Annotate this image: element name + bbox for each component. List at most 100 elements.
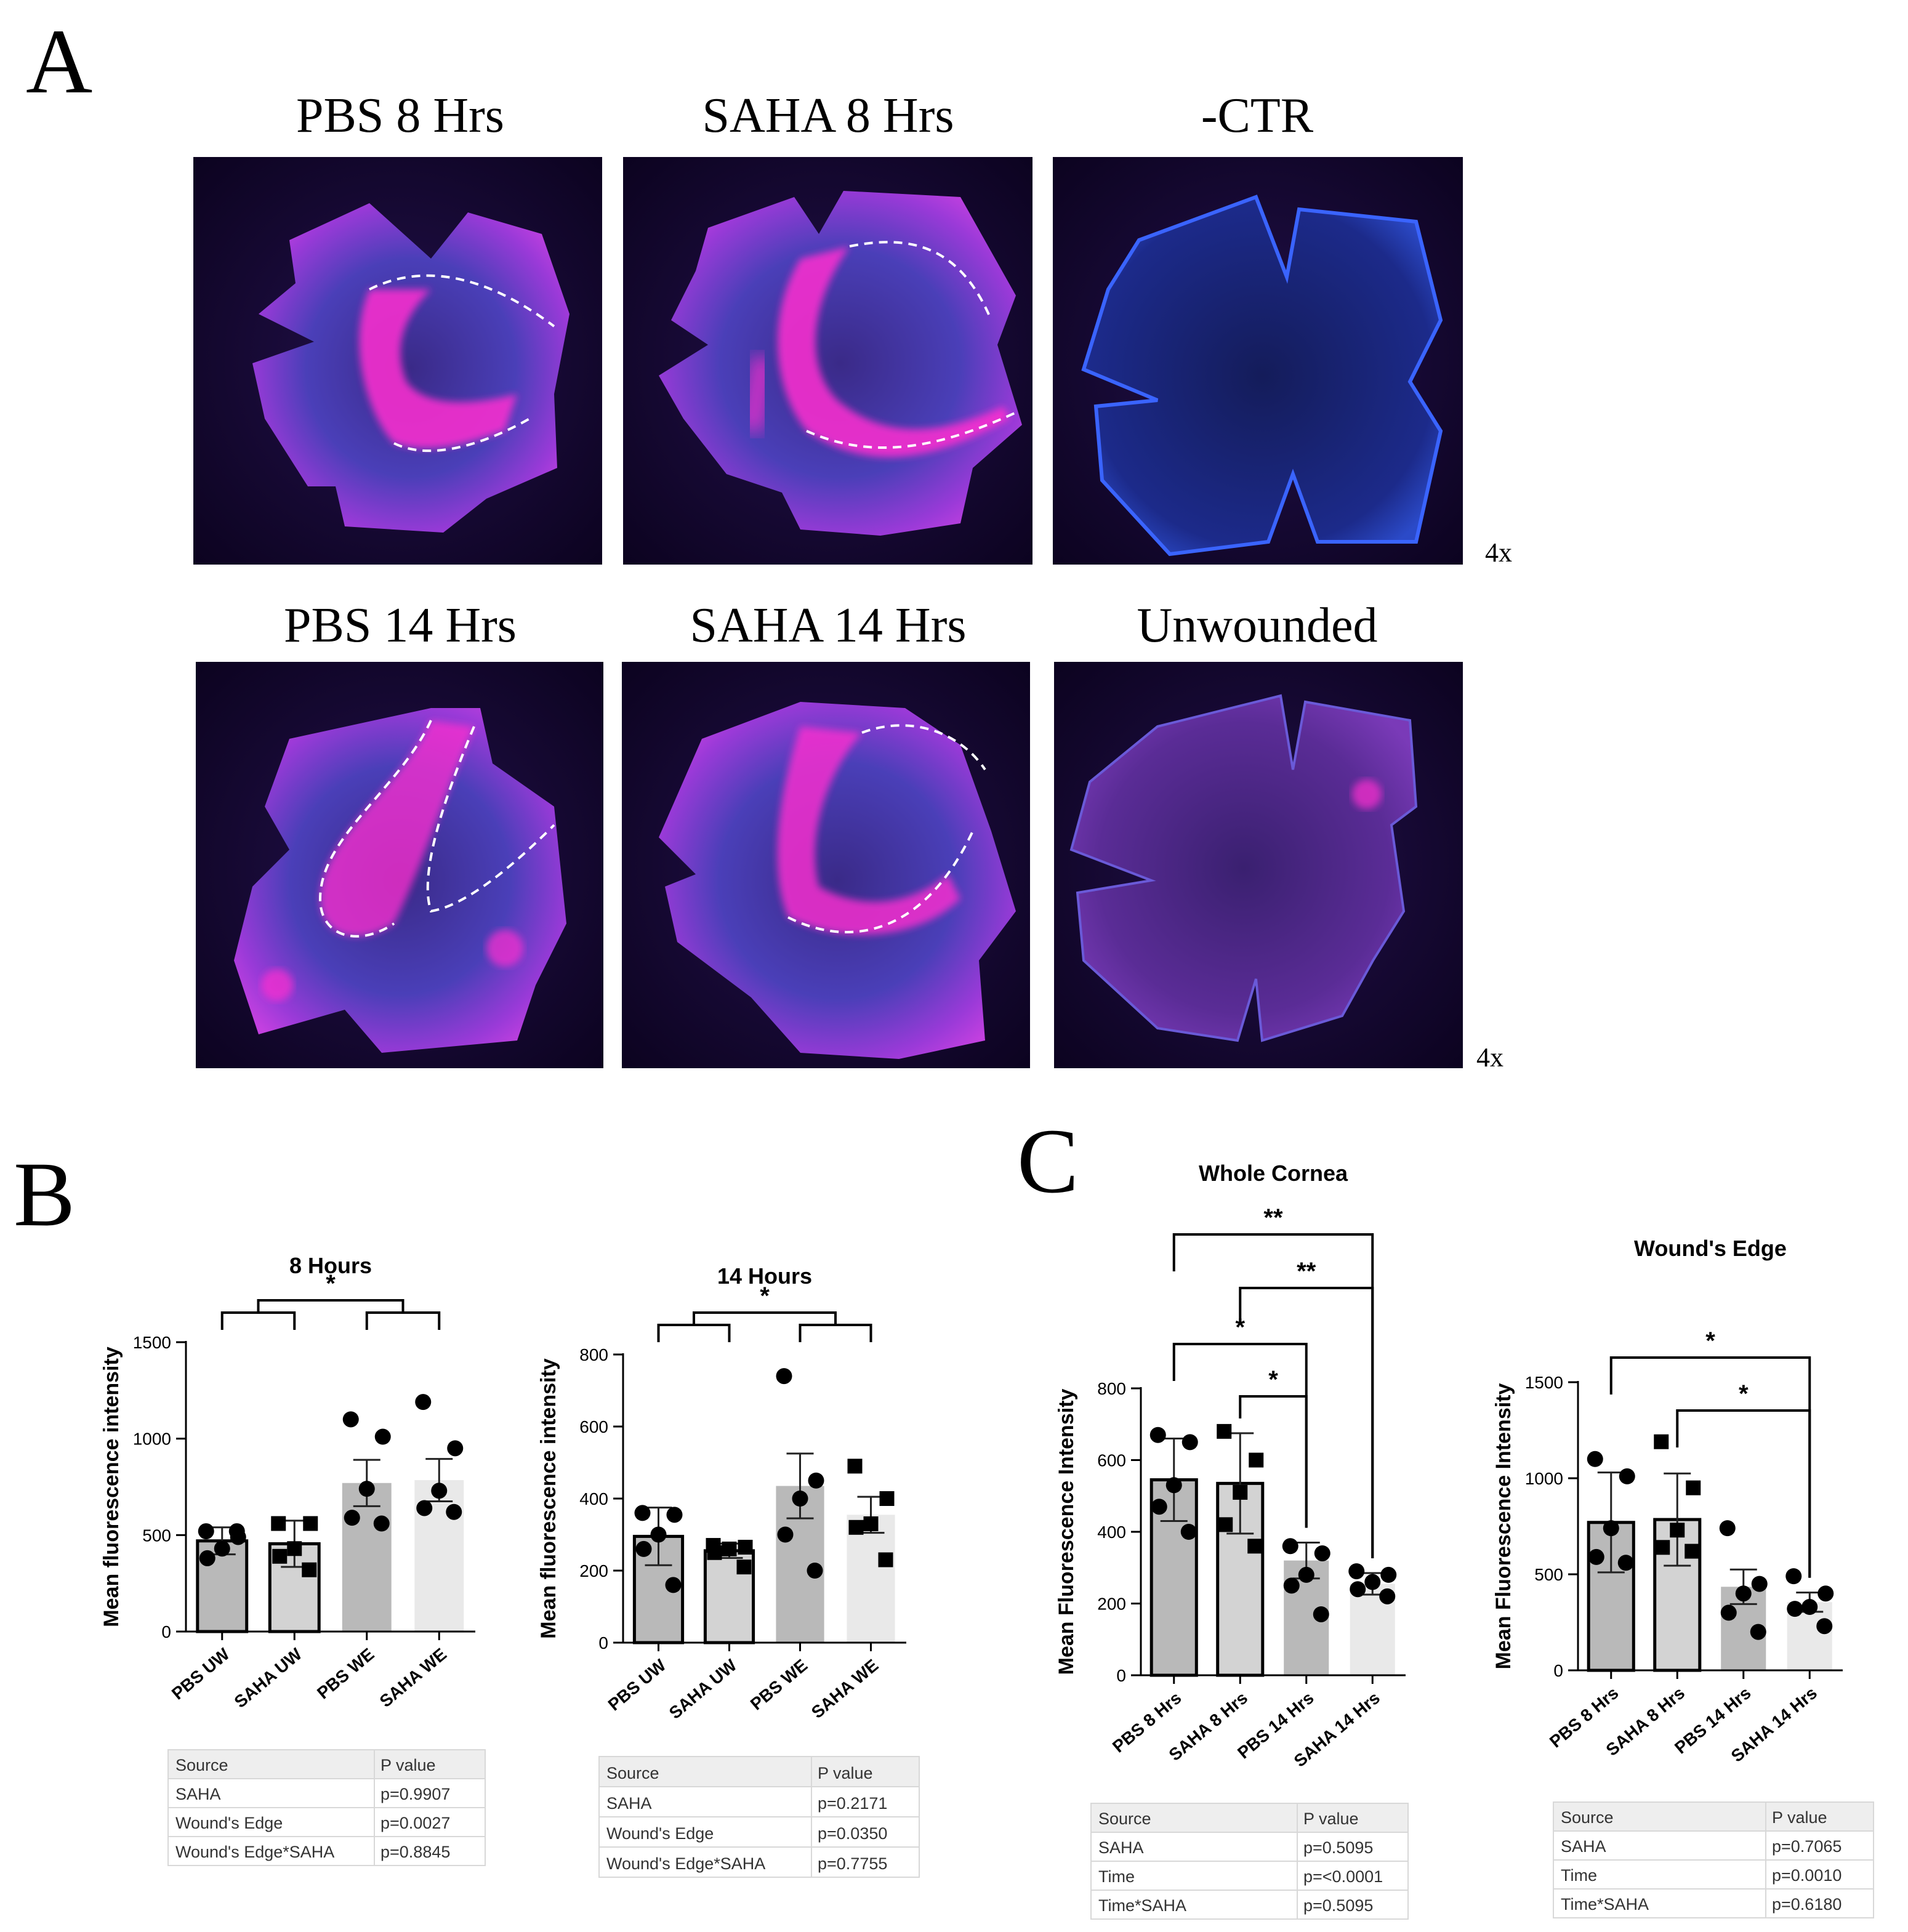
table-row: [598, 1816, 920, 1848]
table-cell-pvalue: p=0.6180: [1772, 1895, 1842, 1914]
data-point: [199, 1550, 215, 1566]
data-point: [1364, 1574, 1381, 1590]
significance-bracket: **: [1239, 1258, 1374, 1558]
table-row: [1090, 1890, 1409, 1920]
table-row: [1090, 1861, 1409, 1891]
table-row: [167, 1778, 486, 1808]
data-point: [707, 1545, 722, 1560]
data-point: [1719, 1520, 1736, 1537]
micrograph-title: PBS 8 Hrs: [296, 89, 504, 143]
table-cell-source: Wound's Edge*SAHA: [606, 1854, 765, 1873]
stats-table: Source P value SAHA p=0.2171 Wound's Edge p=0…: [598, 1756, 920, 1878]
table-cell-source: SAHA: [1561, 1837, 1606, 1856]
y-tick-label: 0: [1116, 1666, 1126, 1685]
data-point: [1816, 1618, 1833, 1635]
y-axis-label: Mean fluorescence intensity: [537, 1358, 560, 1638]
chart-title: 8 Hours: [289, 1253, 372, 1278]
y-tick-label: 400: [1097, 1523, 1126, 1542]
data-point: [808, 1472, 824, 1489]
significance-star: *: [760, 1282, 770, 1310]
data-point: [1686, 1480, 1701, 1495]
data-point: [847, 1459, 863, 1474]
data-point: [303, 1516, 318, 1531]
table-cell-pvalue: p=0.2171: [818, 1794, 887, 1813]
data-point: [271, 1516, 286, 1531]
significance-star: *: [1739, 1380, 1749, 1407]
data-point: [777, 1526, 794, 1543]
data-point: [1151, 1499, 1167, 1515]
chart-title: Wound's Edge: [1634, 1236, 1787, 1261]
micrograph-saha-14h: SAHA 14 Hrs: [622, 598, 1030, 1068]
data-point: [1655, 1540, 1670, 1555]
table-cell-pvalue: p=0.5095: [1303, 1838, 1373, 1857]
x-tick-label: PBS WE: [313, 1644, 378, 1703]
data-point: [1654, 1434, 1669, 1449]
x-tick-label: SAHA UW: [666, 1655, 741, 1722]
table-header-row: [167, 1749, 486, 1779]
micrograph-title: PBS 14 Hrs: [284, 598, 517, 653]
y-tick-label: 0: [1553, 1661, 1563, 1680]
cornea-tissue: [659, 191, 1022, 536]
data-point: [1149, 1427, 1166, 1443]
significance-bracket: *: [1676, 1380, 1811, 1578]
y-tick-label: 1000: [133, 1430, 171, 1449]
significance-star: *: [1268, 1366, 1278, 1393]
data-point: [1350, 1581, 1366, 1598]
micrograph-title: SAHA 8 Hrs: [702, 89, 954, 143]
data-point: [879, 1491, 895, 1506]
micrograph-unwounded: Unwounded: [1054, 598, 1463, 1068]
chart-wounds-edge: Wound's Edge Mean Fluorescence Intensity 0…: [1492, 1236, 1874, 1918]
table-cell-pvalue: P value: [1303, 1809, 1359, 1828]
table-cell-source: Source: [175, 1756, 228, 1774]
y-tick-label: 800: [579, 1345, 608, 1364]
y-tick-label: 400: [579, 1489, 608, 1508]
data-point: [1282, 1538, 1298, 1555]
table-row: [598, 1786, 920, 1817]
stats-table: Source P value SAHA p=0.5095 Time p=<0.0001 Ti…: [1090, 1803, 1409, 1920]
y-tick-label: 1000: [1525, 1469, 1563, 1488]
data-point: [1283, 1577, 1300, 1594]
table-cell-source: SAHA: [1098, 1838, 1144, 1857]
data-point: [634, 1505, 651, 1521]
data-point: [344, 1510, 360, 1526]
data-point: [1670, 1523, 1685, 1538]
y-tick-label: 200: [579, 1561, 608, 1580]
data-point: [863, 1516, 879, 1531]
data-point: [1619, 1468, 1635, 1484]
stats-table: Source P value SAHA p=0.9907 Wound's Edge p=0…: [167, 1749, 486, 1866]
stats-table: Source P value SAHA p=0.7065 Time p=0.0010 Tim…: [1553, 1801, 1874, 1918]
data-point: [635, 1540, 652, 1557]
data-point: [1603, 1520, 1619, 1537]
data-point: [415, 1394, 432, 1411]
cornea-tissue: [1081, 195, 1443, 557]
y-tick-label: 600: [1097, 1451, 1126, 1470]
data-point: [848, 1519, 864, 1535]
data-point: [1785, 1568, 1802, 1585]
micrograph-title: Unwounded: [1137, 598, 1377, 653]
data-point: [1233, 1484, 1248, 1500]
significance-star: **: [1297, 1258, 1316, 1285]
data-point: [1348, 1563, 1365, 1580]
data-point: [431, 1483, 448, 1499]
significance-bracket: *: [1239, 1366, 1308, 1528]
data-point: [1249, 1452, 1264, 1468]
data-point: [878, 1552, 893, 1568]
data-point: [1735, 1585, 1752, 1602]
y-axis-label: Mean Fluorescence Intensity: [1492, 1383, 1515, 1670]
data-point: [1313, 1606, 1329, 1622]
y-tick-label: 200: [1097, 1595, 1126, 1614]
x-tick-label: PBS WE: [747, 1656, 811, 1714]
table-row: [167, 1836, 486, 1866]
data-point: [358, 1481, 375, 1497]
significance-bracket: *: [220, 1270, 441, 1330]
table-cell-pvalue: p=0.7065: [1772, 1837, 1842, 1856]
chart-14-hours: 14 Hours Mean fluorescence intensity 0 200 4…: [537, 1263, 920, 1878]
data-point: [1751, 1576, 1768, 1592]
data-point: [198, 1523, 214, 1540]
magnification-label: 4x: [1476, 1042, 1503, 1073]
data-point: [1217, 1423, 1232, 1439]
table-cell-pvalue: p=<0.0001: [1303, 1867, 1383, 1886]
micrograph-row-2: PBS 14 Hrs SAHA 14 Hrs Unwounded: [196, 598, 1503, 1073]
significance-star: *: [326, 1270, 336, 1297]
